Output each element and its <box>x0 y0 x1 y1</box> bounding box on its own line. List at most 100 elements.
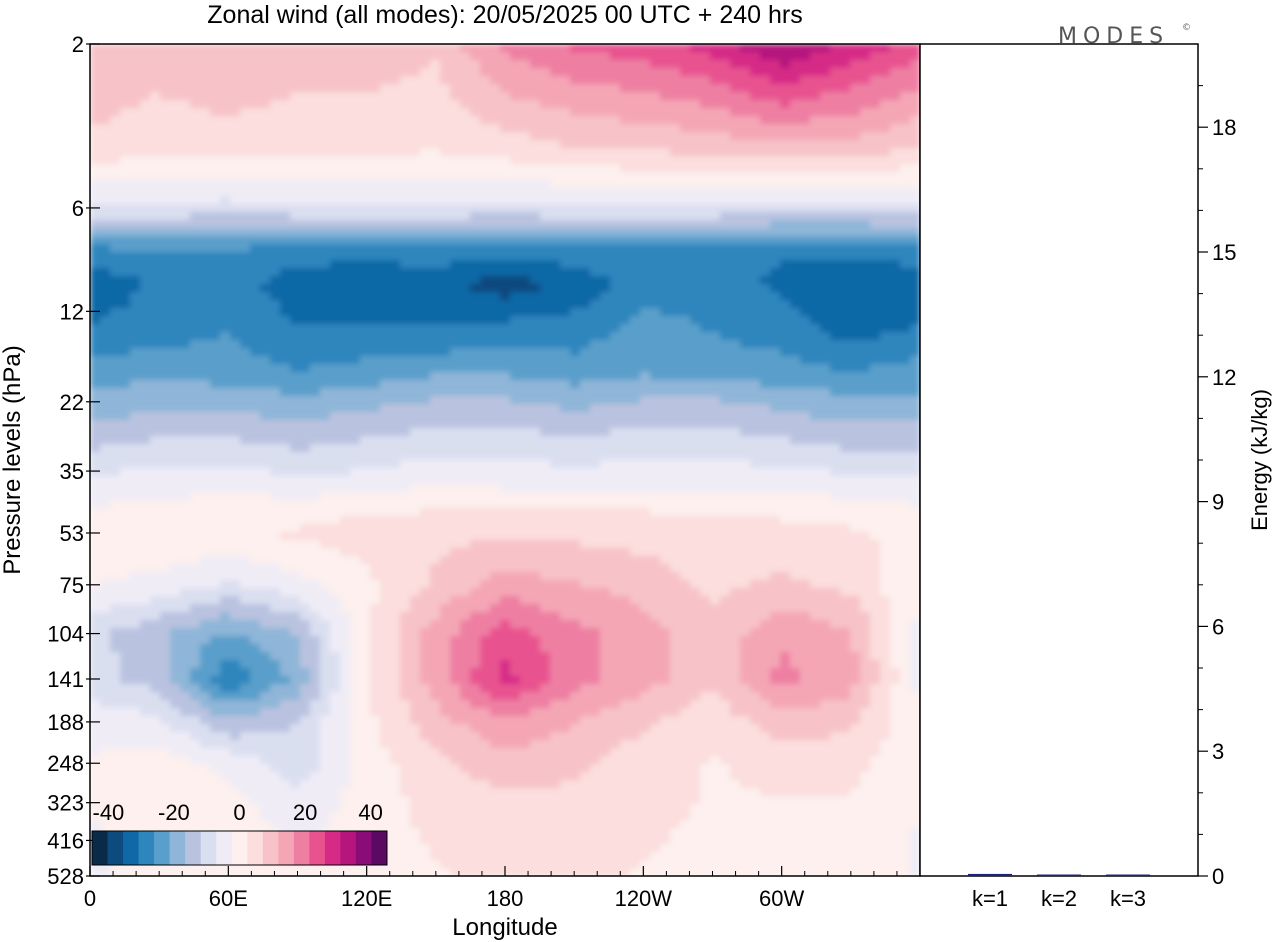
heatmap-cell <box>520 188 531 197</box>
heatmap-cell <box>750 172 761 181</box>
heatmap-cell <box>300 84 311 93</box>
heatmap-cell <box>710 436 721 445</box>
heatmap-cell <box>140 228 151 237</box>
heatmap-cell <box>730 380 741 389</box>
heatmap-cell <box>220 380 231 389</box>
heatmap-cell <box>270 412 281 421</box>
heatmap-cell <box>730 412 741 421</box>
heatmap-cell <box>770 316 781 325</box>
heatmap-cell <box>470 132 481 141</box>
heatmap-cell <box>170 316 181 325</box>
heatmap-cell <box>870 420 881 429</box>
heatmap-cell <box>500 268 511 277</box>
heatmap-cell <box>790 68 801 77</box>
heatmap-cell <box>170 140 181 149</box>
heatmap-cell <box>360 188 371 197</box>
heatmap-cell <box>120 180 131 189</box>
heatmap-cell <box>890 212 901 221</box>
heatmap-cell <box>180 252 191 261</box>
heatmap-cell <box>110 500 121 509</box>
heatmap-cell <box>540 420 551 429</box>
heatmap-cell <box>620 492 631 501</box>
heatmap-cell <box>180 412 191 421</box>
heatmap-cell <box>540 340 551 349</box>
heatmap-cell <box>480 60 491 69</box>
heatmap-cell <box>100 388 111 397</box>
heatmap-cell <box>520 196 531 205</box>
heatmap-cell <box>790 244 801 253</box>
heatmap-cell <box>460 92 471 101</box>
heatmap-cell <box>300 500 311 509</box>
heatmap-cell <box>500 356 511 365</box>
heatmap-cell <box>170 444 181 453</box>
heatmap-cell <box>700 244 711 253</box>
heatmap-cell <box>110 364 121 373</box>
heatmap-cell <box>890 52 901 61</box>
heatmap-cell <box>150 460 161 469</box>
heatmap-cell <box>620 180 631 189</box>
heatmap-cell <box>520 108 531 117</box>
heatmap-cell <box>750 404 761 413</box>
heatmap-cell <box>590 516 601 525</box>
heatmap-cell <box>570 268 581 277</box>
heatmap-cell <box>810 412 821 421</box>
heatmap-cell <box>510 164 521 173</box>
heatmap-cell <box>910 508 920 517</box>
heatmap-cell <box>230 244 241 253</box>
heatmap-cell <box>670 148 681 157</box>
heatmap-cell <box>820 196 831 205</box>
heatmap-cell <box>540 188 551 197</box>
heatmap-cell <box>420 388 431 397</box>
heatmap-cell <box>610 468 621 477</box>
heatmap-cell <box>740 308 751 317</box>
heatmap-cell <box>690 108 701 117</box>
heatmap-cell <box>270 516 281 525</box>
heatmap-cell <box>680 476 691 485</box>
heatmap-cell <box>220 412 231 421</box>
heatmap-cell <box>710 196 721 205</box>
heatmap-cell <box>670 508 681 517</box>
heatmap-cell <box>390 492 401 501</box>
heatmap-cell <box>380 412 391 421</box>
heatmap-cell <box>600 380 611 389</box>
heatmap-cell <box>400 388 411 397</box>
heatmap-cell <box>500 508 511 517</box>
heatmap-cell <box>490 108 501 117</box>
heatmap-cell <box>230 92 241 101</box>
heatmap-cell <box>790 108 801 117</box>
heatmap-cell <box>520 236 531 245</box>
heatmap-cell <box>420 100 431 109</box>
heatmap-cell <box>690 356 701 365</box>
heatmap-cell <box>710 148 721 157</box>
heatmap-cell <box>690 196 701 205</box>
heatmap-cell <box>230 292 241 301</box>
heatmap-cell <box>680 492 691 501</box>
heatmap-cell <box>450 284 461 293</box>
heatmap-cell <box>350 468 361 477</box>
heatmap-cell <box>530 300 541 309</box>
heatmap-cell <box>310 292 321 301</box>
heatmap-cell <box>770 444 781 453</box>
heatmap-cell <box>220 148 231 157</box>
heatmap-cell <box>140 236 151 245</box>
heatmap-cell <box>100 68 111 77</box>
heatmap-cell <box>480 468 491 477</box>
heatmap-cell <box>650 500 661 509</box>
heatmap-cell <box>750 252 761 261</box>
heatmap-cell <box>420 244 431 253</box>
heatmap-cell <box>400 268 411 277</box>
heatmap-cell <box>870 268 881 277</box>
heatmap-cell <box>730 428 741 437</box>
heatmap-cell <box>640 468 651 477</box>
heatmap-cell <box>210 388 221 397</box>
heatmap-cell <box>260 284 271 293</box>
heatmap-cell <box>750 428 761 437</box>
heatmap-cell <box>540 228 551 237</box>
heatmap-cell <box>410 108 421 117</box>
heatmap-cell <box>380 156 391 165</box>
heatmap-cell <box>710 124 721 133</box>
heatmap-cell <box>230 100 241 109</box>
heatmap-cell <box>390 284 401 293</box>
heatmap-cell <box>160 188 171 197</box>
